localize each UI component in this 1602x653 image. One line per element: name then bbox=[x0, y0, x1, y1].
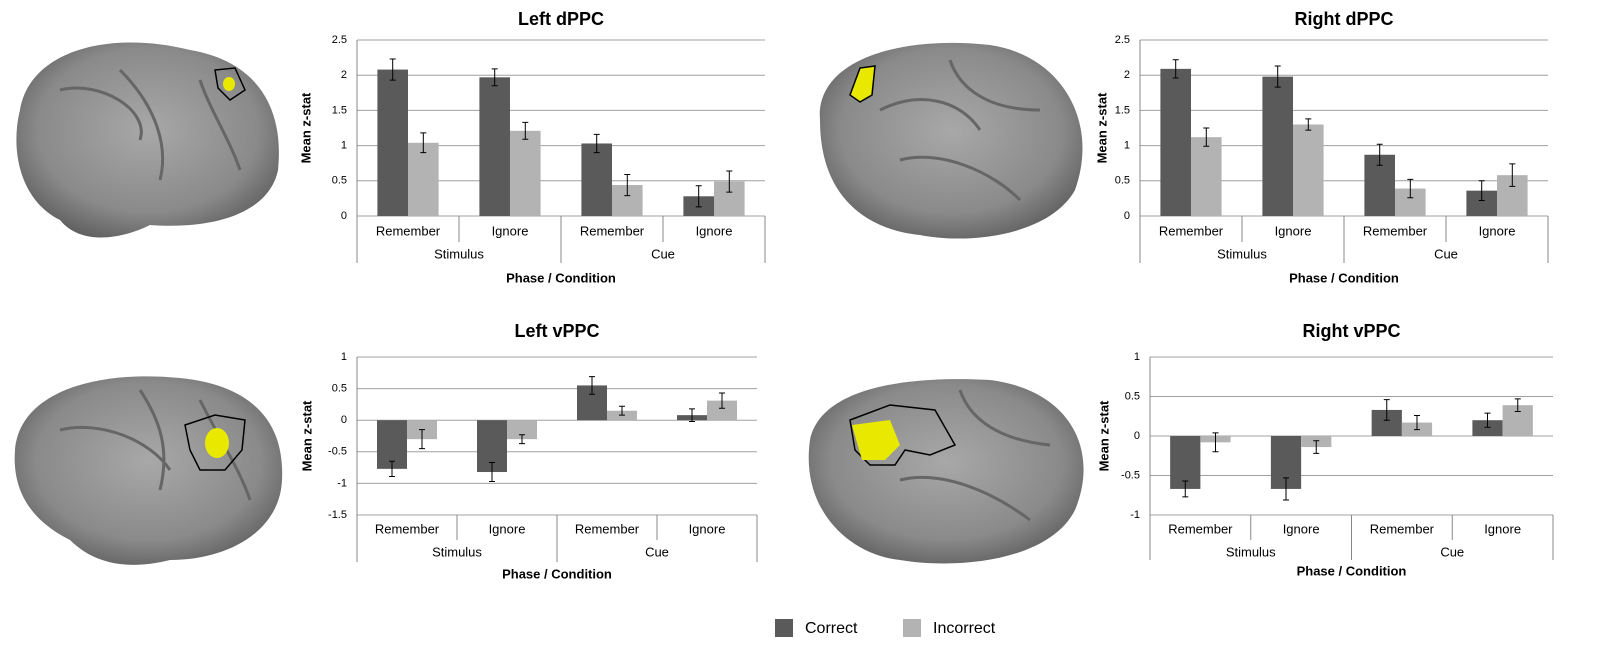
y-axis-label: Mean z-stat bbox=[299, 400, 314, 471]
y-tick-label: 2.5 bbox=[332, 34, 347, 46]
group-label: Cue bbox=[1440, 544, 1464, 559]
legend-swatch bbox=[903, 619, 921, 637]
x-tick-label: Ignore bbox=[492, 223, 529, 238]
chart-title: Right vPPC bbox=[1302, 321, 1400, 341]
bar bbox=[1262, 77, 1293, 216]
x-tick-label: Remember bbox=[375, 521, 440, 536]
y-axis-label: Mean z-stat bbox=[1096, 400, 1111, 471]
y-axis-label: Mean z-stat bbox=[298, 92, 313, 163]
legend-label: Correct bbox=[805, 620, 858, 637]
y-tick-label: 0.5 bbox=[332, 383, 347, 395]
group-label: Cue bbox=[645, 544, 669, 559]
y-tick-label: 0.5 bbox=[332, 175, 347, 187]
y-tick-label: 1.5 bbox=[332, 104, 347, 116]
y-tick-label: 2 bbox=[1124, 69, 1130, 81]
group-label: Stimulus bbox=[434, 246, 484, 261]
bar bbox=[581, 143, 612, 216]
x-axis-label: Phase / Condition bbox=[1297, 563, 1407, 578]
bar bbox=[510, 131, 541, 216]
y-tick-label: 1.5 bbox=[1115, 104, 1130, 116]
chart-title: Right dPPC bbox=[1295, 9, 1394, 29]
x-tick-label: Ignore bbox=[489, 521, 526, 536]
chart-title: Left vPPC bbox=[514, 321, 599, 341]
x-tick-label: Remember bbox=[1168, 521, 1233, 536]
brain-left-vppc bbox=[15, 376, 282, 565]
y-tick-label: -0.5 bbox=[328, 446, 347, 458]
brain-right-vppc bbox=[809, 379, 1084, 563]
y-axis-label: Mean z-stat bbox=[1094, 92, 1109, 163]
x-tick-label: Remember bbox=[1370, 521, 1435, 536]
x-tick-label: Ignore bbox=[1283, 521, 1320, 536]
legend-swatch bbox=[775, 619, 793, 637]
y-tick-label: 1 bbox=[341, 140, 347, 152]
x-tick-label: Ignore bbox=[1275, 223, 1312, 238]
figure: Left dPPC Mean z-stat Phase / Condition 0 0.… bbox=[0, 0, 1602, 653]
y-tick-label: 2 bbox=[341, 69, 347, 81]
y-tick-label: 0.5 bbox=[1115, 175, 1130, 187]
x-tick-label: Ignore bbox=[1479, 223, 1516, 238]
group-label: Stimulus bbox=[1217, 246, 1267, 261]
y-tick-label: 0 bbox=[1134, 430, 1140, 442]
y-tick-label: -1 bbox=[1130, 509, 1140, 521]
x-tick-label: Remember bbox=[575, 521, 640, 536]
group-label: Cue bbox=[651, 246, 675, 261]
y-tick-label: -1.5 bbox=[328, 509, 347, 521]
y-tick-label: 1 bbox=[341, 351, 347, 363]
x-tick-label: Ignore bbox=[696, 223, 733, 238]
legend-label: Incorrect bbox=[933, 620, 996, 637]
bar bbox=[1160, 69, 1191, 216]
x-tick-label: Remember bbox=[580, 223, 645, 238]
y-tick-label: 0 bbox=[341, 414, 347, 426]
bar bbox=[1293, 124, 1324, 216]
y-tick-label: 0.5 bbox=[1125, 390, 1140, 402]
y-tick-label: 0 bbox=[1124, 210, 1130, 222]
bar bbox=[377, 70, 408, 216]
x-axis-label: Phase / Condition bbox=[506, 270, 616, 285]
x-tick-label: Remember bbox=[1363, 223, 1428, 238]
bar bbox=[1191, 137, 1222, 216]
bar bbox=[408, 143, 439, 216]
y-tick-label: 1 bbox=[1124, 140, 1130, 152]
group-label: Stimulus bbox=[432, 544, 482, 559]
y-tick-label: 2.5 bbox=[1115, 34, 1130, 46]
group-label: Stimulus bbox=[1226, 544, 1276, 559]
chart-title: Left dPPC bbox=[518, 9, 604, 29]
y-tick-label: 1 bbox=[1134, 351, 1140, 363]
x-tick-label: Remember bbox=[376, 223, 441, 238]
x-axis-label: Phase / Condition bbox=[502, 566, 612, 581]
y-tick-label: 0 bbox=[341, 210, 347, 222]
x-tick-label: Ignore bbox=[1484, 521, 1521, 536]
x-axis-label: Phase / Condition bbox=[1289, 270, 1399, 285]
y-tick-label: -0.5 bbox=[1121, 469, 1140, 481]
x-tick-label: Ignore bbox=[689, 521, 726, 536]
y-tick-label: -1 bbox=[337, 477, 347, 489]
group-label: Cue bbox=[1434, 246, 1458, 261]
brain-left-dppc bbox=[16, 43, 278, 238]
x-tick-label: Remember bbox=[1159, 223, 1224, 238]
bar bbox=[479, 77, 510, 216]
brain-right-dppc bbox=[820, 43, 1083, 239]
